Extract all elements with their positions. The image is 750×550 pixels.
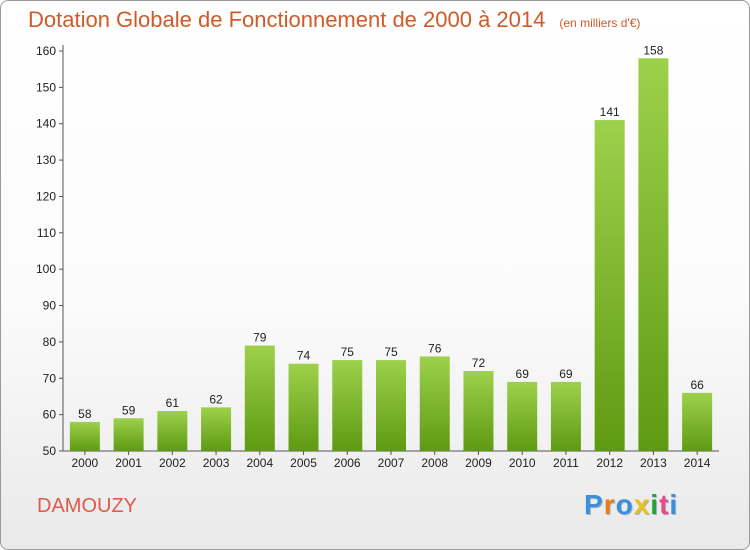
logo-letter: t bbox=[659, 489, 670, 520]
logo-letter: x bbox=[633, 489, 651, 520]
x-tick-label: 2012 bbox=[596, 456, 623, 470]
x-tick-label: 2005 bbox=[290, 456, 317, 470]
bar bbox=[594, 120, 625, 451]
x-tick-label: 2009 bbox=[465, 456, 492, 470]
x-tick-label: 2008 bbox=[421, 456, 448, 470]
logo-letter: i bbox=[650, 489, 660, 520]
bar-value-label: 59 bbox=[122, 403, 136, 417]
logo-letter: i bbox=[669, 489, 679, 520]
x-tick-label: 2010 bbox=[509, 456, 536, 470]
x-tick-label: 2003 bbox=[203, 456, 230, 470]
logo-letter: o bbox=[615, 489, 634, 520]
bar-value-label: 61 bbox=[166, 396, 180, 410]
logo-letter: r bbox=[603, 489, 616, 520]
x-tick-label: 2002 bbox=[159, 456, 186, 470]
y-tick-label: 150 bbox=[36, 80, 56, 94]
bar-value-label: 74 bbox=[297, 349, 311, 363]
bar-value-label: 158 bbox=[643, 43, 663, 57]
y-tick-label: 160 bbox=[36, 44, 56, 58]
bar bbox=[507, 381, 538, 451]
chart-title: Dotation Globale de Fonctionnement de 20… bbox=[28, 7, 640, 33]
x-tick-label: 2013 bbox=[640, 456, 667, 470]
bar-value-label: 66 bbox=[690, 378, 704, 392]
y-tick-label: 100 bbox=[36, 262, 56, 276]
bar bbox=[638, 58, 669, 451]
y-tick-label: 110 bbox=[37, 226, 56, 240]
logo-letter: P bbox=[584, 489, 604, 520]
bar bbox=[550, 381, 581, 451]
y-tick-label: 120 bbox=[36, 189, 56, 203]
bar-value-label: 62 bbox=[209, 392, 223, 406]
bar-value-label: 141 bbox=[600, 105, 620, 119]
bar-value-label: 72 bbox=[472, 356, 486, 370]
bar bbox=[201, 407, 232, 451]
y-tick-label: 140 bbox=[36, 117, 56, 131]
commune-name: DAMOUZY bbox=[37, 495, 137, 517]
chart-title-text: Dotation Globale de Fonctionnement de 20… bbox=[28, 7, 546, 32]
y-tick-label: 70 bbox=[43, 371, 57, 385]
bar-value-label: 58 bbox=[78, 407, 92, 421]
x-tick-label: 2011 bbox=[553, 456, 579, 470]
bar-value-label: 69 bbox=[559, 367, 573, 381]
bar-value-label: 79 bbox=[253, 331, 267, 345]
bar-value-label: 75 bbox=[384, 345, 398, 359]
bar-value-label: 76 bbox=[428, 341, 442, 355]
bar bbox=[463, 371, 494, 451]
y-tick-label: 130 bbox=[36, 153, 56, 167]
x-tick-label: 2001 bbox=[115, 456, 142, 470]
x-tick-label: 2004 bbox=[246, 456, 273, 470]
bar bbox=[69, 421, 100, 451]
bar bbox=[682, 392, 713, 451]
y-tick-label: 60 bbox=[43, 408, 57, 422]
bar bbox=[244, 345, 275, 451]
x-tick-label: 2000 bbox=[72, 456, 99, 470]
bar bbox=[113, 418, 144, 451]
x-tick-label: 2014 bbox=[684, 456, 711, 470]
y-tick-label: 80 bbox=[43, 335, 57, 349]
x-tick-label: 2007 bbox=[378, 456, 405, 470]
bar-value-label: 75 bbox=[341, 345, 355, 359]
proxiti-logo: Proxiti bbox=[584, 489, 678, 521]
y-tick-label: 50 bbox=[43, 444, 57, 458]
bar bbox=[332, 360, 363, 451]
bar-value-label: 69 bbox=[516, 367, 530, 381]
bar bbox=[419, 356, 450, 451]
bar bbox=[376, 360, 406, 451]
x-tick-label: 2006 bbox=[334, 456, 361, 470]
chart-unit-label: (en milliers d'€) bbox=[559, 16, 641, 30]
bar bbox=[288, 363, 319, 451]
y-tick-label: 90 bbox=[43, 299, 57, 313]
bar bbox=[157, 411, 188, 451]
